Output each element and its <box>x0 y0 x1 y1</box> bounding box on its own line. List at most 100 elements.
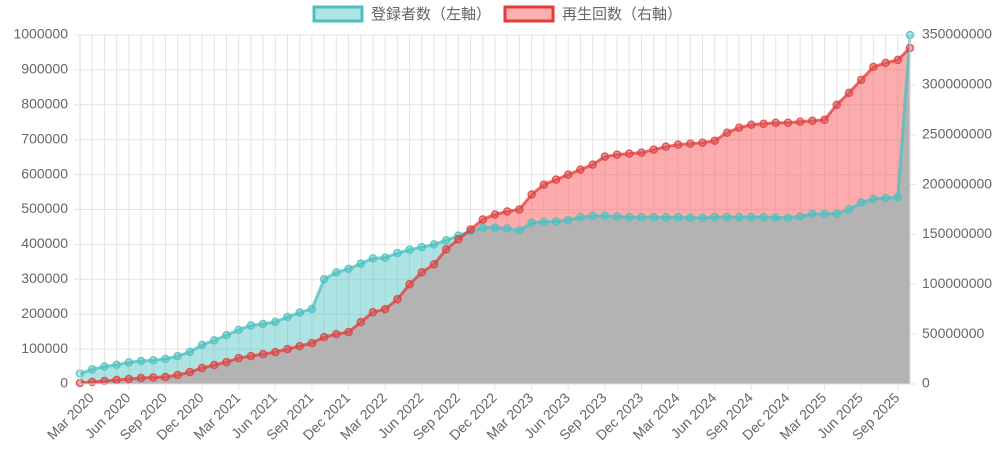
data-point <box>344 264 353 274</box>
data-point <box>112 375 121 385</box>
data-point <box>502 224 512 233</box>
y-tick-label: 300000 <box>21 270 68 286</box>
y-tick-label: 200000 <box>21 305 68 321</box>
data-point <box>380 304 390 314</box>
data-point <box>466 225 475 234</box>
data-point <box>234 353 243 363</box>
data-point <box>783 213 793 223</box>
data-point <box>210 336 219 345</box>
data-point <box>380 253 390 262</box>
y-tick-label: 100000 <box>21 340 68 356</box>
data-point <box>771 118 780 127</box>
data-point <box>832 209 842 218</box>
legend-label: 登録者数（左軸） <box>371 6 491 23</box>
data-point <box>881 193 890 203</box>
data-point <box>478 223 488 232</box>
data-point <box>795 212 805 221</box>
y-tick-label: 900000 <box>21 61 68 77</box>
data-point <box>515 205 524 214</box>
data-point <box>600 211 610 221</box>
data-point <box>393 294 402 304</box>
data-point <box>869 62 878 72</box>
data-point <box>283 344 292 354</box>
data-point <box>771 213 780 222</box>
data-point <box>295 308 304 317</box>
data-point <box>588 211 597 221</box>
data-point <box>808 116 817 126</box>
data-point <box>673 212 683 222</box>
data-point <box>332 329 341 339</box>
data-point <box>820 209 829 219</box>
data-point <box>234 325 243 335</box>
data-point <box>759 212 768 222</box>
data-point <box>576 212 585 222</box>
data-point <box>551 175 561 184</box>
data-point <box>210 360 219 370</box>
data-point <box>441 235 451 245</box>
data-point <box>869 194 878 204</box>
data-point <box>747 212 756 222</box>
data-point <box>539 217 549 226</box>
y2-tick-label: 350000000 <box>922 26 992 42</box>
data-point <box>356 259 365 268</box>
y-tick-label: 700000 <box>21 130 68 146</box>
data-point <box>197 340 207 350</box>
data-point <box>393 248 402 258</box>
data-point <box>576 165 585 174</box>
data-point <box>588 160 597 169</box>
data-point <box>734 212 744 222</box>
data-point <box>844 205 854 214</box>
data-point <box>686 213 695 223</box>
data-point <box>112 360 121 370</box>
data-point <box>625 212 634 222</box>
data-point <box>307 338 317 348</box>
y-tick-label: 1000000 <box>13 26 68 42</box>
data-point <box>759 119 768 128</box>
data-point <box>734 123 744 132</box>
data-point <box>539 180 549 189</box>
data-point <box>124 374 134 384</box>
data-point <box>222 357 231 367</box>
data-point <box>319 275 329 284</box>
data-point <box>710 212 719 222</box>
data-point <box>747 120 756 129</box>
data-point <box>649 145 658 154</box>
data-point <box>87 365 97 374</box>
data-point <box>148 373 158 382</box>
data-point <box>185 347 195 357</box>
data-point <box>429 260 439 269</box>
data-point <box>502 207 512 216</box>
legend-swatch <box>312 5 364 23</box>
legend-label: 再生回数（右軸） <box>562 6 682 23</box>
data-point <box>478 215 488 224</box>
data-point <box>417 268 427 277</box>
data-point <box>686 139 695 148</box>
y-tick-label: 800000 <box>21 96 68 112</box>
data-point <box>368 307 378 317</box>
data-point <box>563 170 573 179</box>
data-point <box>527 218 536 228</box>
data-point <box>856 75 866 85</box>
data-point <box>893 193 903 202</box>
data-point <box>246 351 256 361</box>
data-point <box>161 372 170 382</box>
data-point <box>100 376 109 386</box>
y2-tick-label: 300000000 <box>922 76 992 92</box>
data-point <box>283 312 292 322</box>
data-point <box>124 358 134 367</box>
y2-tick-label: 250000000 <box>922 125 992 141</box>
data-point <box>136 356 146 366</box>
data-point <box>222 330 231 340</box>
data-point <box>612 150 622 159</box>
data-point <box>161 354 170 364</box>
data-point <box>271 347 280 357</box>
y-tick-label: 500000 <box>21 200 68 216</box>
data-point <box>100 362 109 371</box>
data-point <box>454 235 463 244</box>
data-point <box>649 212 658 222</box>
data-point <box>258 319 268 329</box>
data-point <box>698 138 707 147</box>
data-point <box>722 128 732 137</box>
data-point <box>661 142 671 151</box>
